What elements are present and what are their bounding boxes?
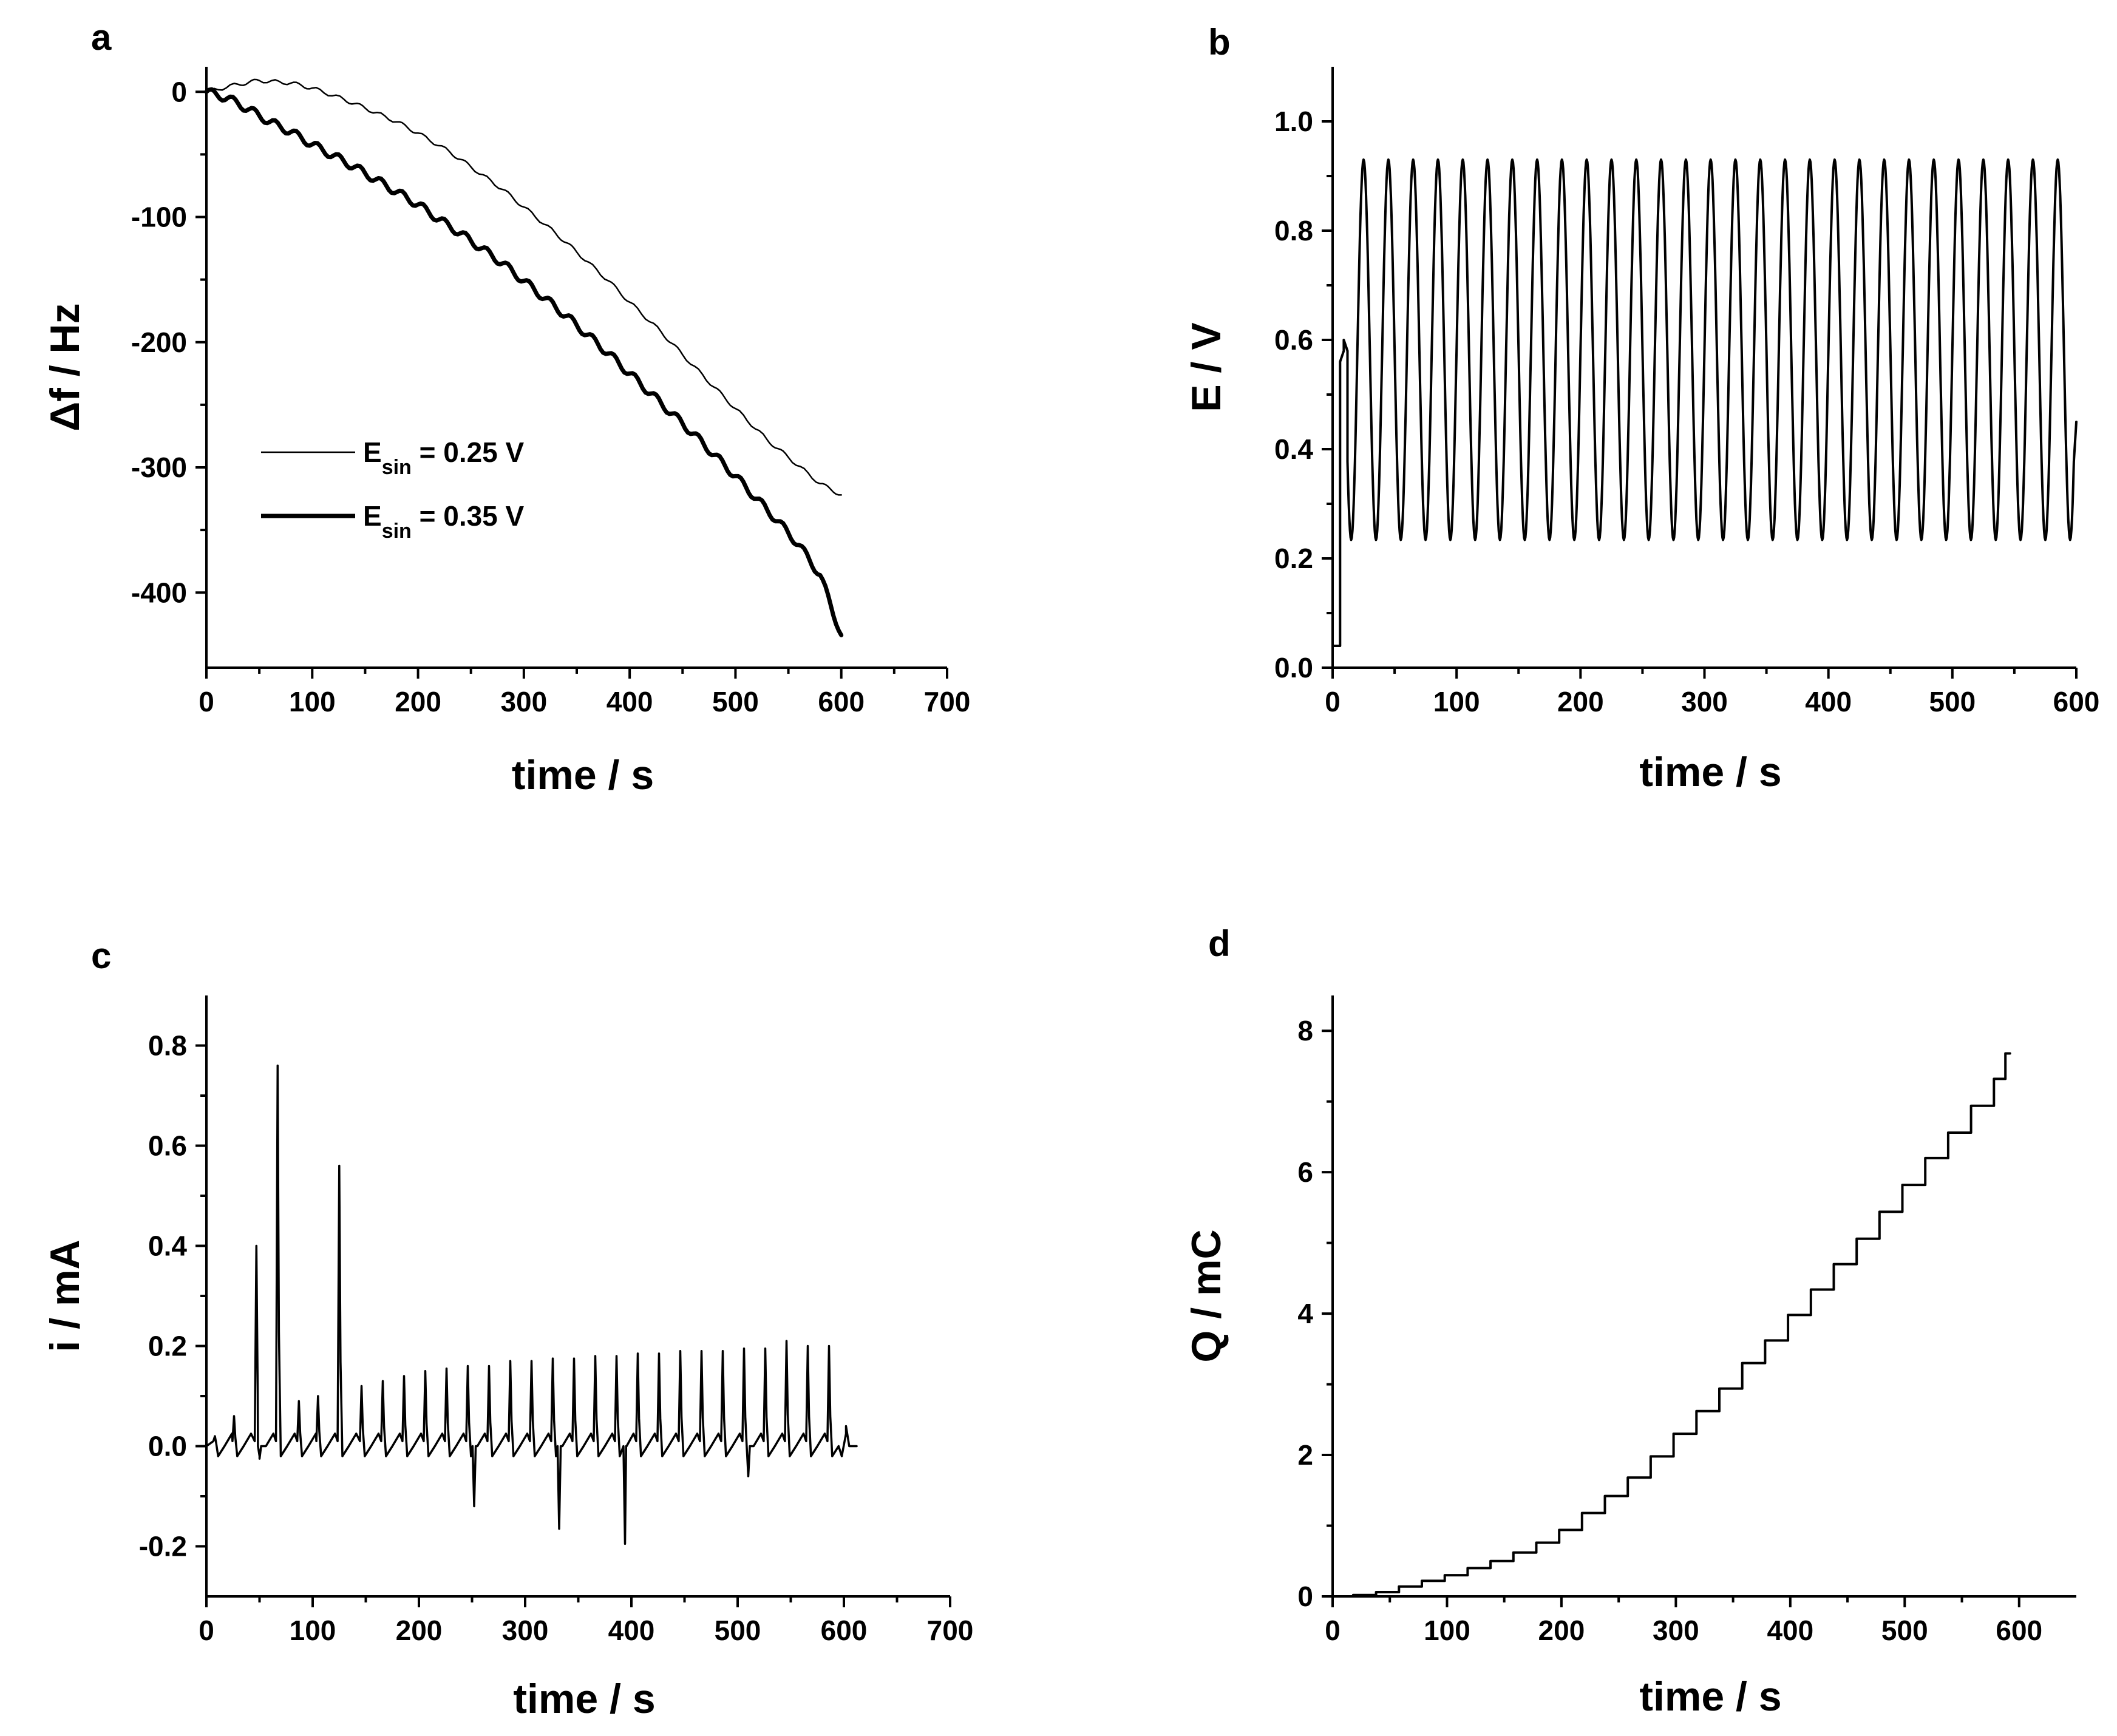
y-tick-label-a: -200 bbox=[131, 327, 187, 358]
x-tick-label-a: 600 bbox=[818, 686, 865, 717]
panel-label-c: c bbox=[91, 935, 111, 976]
legend-sub-1: sin bbox=[382, 520, 412, 543]
series-line-b-0 bbox=[1331, 158, 2078, 647]
x-axis-title-c: time / s bbox=[513, 1676, 655, 1722]
legend-entry-1: Esin = 0.35 V bbox=[363, 500, 525, 543]
x-axis-title-d: time / s bbox=[1639, 1673, 1781, 1720]
x-tick-label-d: 400 bbox=[1767, 1615, 1813, 1646]
y-axis-title-a: Δf / Hz bbox=[42, 303, 88, 431]
x-tick-label-a: 100 bbox=[289, 686, 336, 717]
y-axis-title-c: i / mA bbox=[42, 1239, 88, 1352]
x-tick-label-a: 700 bbox=[924, 686, 971, 717]
x-tick-label-d: 300 bbox=[1653, 1615, 1699, 1646]
y-tick-label-c: 0.2 bbox=[148, 1331, 187, 1362]
y-axis-title-d: Q / mC bbox=[1183, 1229, 1229, 1362]
panel-c: c 0 100 200 300 400 500 600 700 -0.2 0.0 0.2 0.4 0.6 0… bbox=[42, 935, 973, 1722]
x-tick-label-c: 300 bbox=[502, 1615, 549, 1646]
x-tick-label-d: 500 bbox=[1881, 1615, 1928, 1646]
panel-d: d 0 100 200 300 400 500 600 0 2 4 6 8 time / s Q / mC bbox=[1183, 923, 2076, 1720]
legend-entry-0: Esin = 0.25 V bbox=[363, 436, 525, 479]
x-axis-title-b: time / s bbox=[1639, 749, 1781, 795]
y-tick-label-d: 2 bbox=[1297, 1439, 1313, 1471]
x-tick-label-b: 600 bbox=[2053, 686, 2100, 717]
y-tick-label-a: 0 bbox=[171, 76, 187, 107]
panel-a: a 0 100 200 300 400 500 600 700 -400 -300 -200 -100 0… bbox=[42, 17, 970, 798]
x-tick-label-d: 100 bbox=[1424, 1615, 1470, 1646]
y-tick-label-c: -0.2 bbox=[139, 1531, 187, 1562]
y-tick-label-a: -100 bbox=[131, 202, 187, 233]
panel-b: b 0 100 200 300 400 500 600 0.0 0.2 0.4 0.6 0.8 1.0 ti… bbox=[1183, 22, 2099, 795]
y-tick-label-a: -400 bbox=[131, 577, 187, 608]
x-tick-label-c: 700 bbox=[927, 1615, 974, 1646]
y-tick-label-b: 0.6 bbox=[1274, 324, 1313, 356]
x-tick-label-a: 0 bbox=[199, 686, 214, 717]
x-tick-label-b: 200 bbox=[1557, 686, 1604, 717]
x-tick-label-c: 600 bbox=[821, 1615, 868, 1646]
x-tick-label-d: 0 bbox=[1325, 1615, 1341, 1646]
y-tick-label-d: 6 bbox=[1297, 1156, 1313, 1188]
y-tick-label-d: 0 bbox=[1297, 1581, 1313, 1612]
y-tick-label-b: 1.0 bbox=[1274, 106, 1313, 137]
y-tick-label-b: 0.2 bbox=[1274, 543, 1313, 574]
x-tick-label-a: 400 bbox=[607, 686, 653, 717]
y-tick-label-c: 0.4 bbox=[148, 1230, 187, 1262]
y-axis-title-b: E / V bbox=[1183, 322, 1229, 412]
x-tick-label-b: 500 bbox=[1929, 686, 1976, 717]
x-tick-label-b: 300 bbox=[1681, 686, 1728, 717]
series-line-a-0 bbox=[205, 78, 842, 496]
series-line-c-0 bbox=[205, 1064, 858, 1545]
y-tick-label-d: 4 bbox=[1297, 1298, 1313, 1329]
legend-sub-0: sin bbox=[382, 456, 412, 479]
x-tick-label-b: 0 bbox=[1325, 686, 1341, 717]
legend-main-1: E bbox=[363, 500, 382, 532]
x-tick-label-b: 400 bbox=[1805, 686, 1852, 717]
x-axis-title-a: time / s bbox=[512, 752, 654, 798]
y-tick-label-d: 8 bbox=[1297, 1015, 1313, 1046]
legend-main-0: E bbox=[363, 436, 382, 468]
legend-rest-0: = 0.25 V bbox=[412, 436, 525, 468]
x-tick-label-a: 200 bbox=[395, 686, 441, 717]
x-tick-label-c: 200 bbox=[396, 1615, 443, 1646]
y-tick-label-c: 0.8 bbox=[148, 1030, 187, 1062]
x-tick-label-c: 100 bbox=[290, 1615, 336, 1646]
x-tick-label-a: 500 bbox=[712, 686, 759, 717]
panel-label-b: b bbox=[1208, 22, 1231, 63]
y-tick-label-c: 0.0 bbox=[148, 1431, 187, 1462]
x-tick-label-d: 600 bbox=[1996, 1615, 2042, 1646]
y-tick-label-b: 0.8 bbox=[1274, 215, 1313, 246]
x-tick-label-d: 200 bbox=[1538, 1615, 1585, 1646]
series-line-a-1 bbox=[204, 87, 844, 637]
y-tick-label-a: -300 bbox=[131, 452, 187, 483]
x-tick-label-c: 500 bbox=[715, 1615, 761, 1646]
legend-rest-1: = 0.35 V bbox=[412, 500, 525, 532]
x-tick-label-c: 400 bbox=[608, 1615, 655, 1646]
x-tick-label-a: 300 bbox=[500, 686, 547, 717]
y-tick-label-b: 0.0 bbox=[1274, 652, 1313, 683]
y-tick-label-b: 0.4 bbox=[1274, 433, 1313, 465]
panel-label-a: a bbox=[91, 17, 112, 58]
x-tick-label-b: 100 bbox=[1433, 686, 1480, 717]
y-tick-label-c: 0.6 bbox=[148, 1130, 187, 1162]
x-tick-label-c: 0 bbox=[199, 1615, 214, 1646]
panel-label-d: d bbox=[1208, 923, 1231, 964]
series-line-d-0 bbox=[1331, 1052, 2011, 1598]
